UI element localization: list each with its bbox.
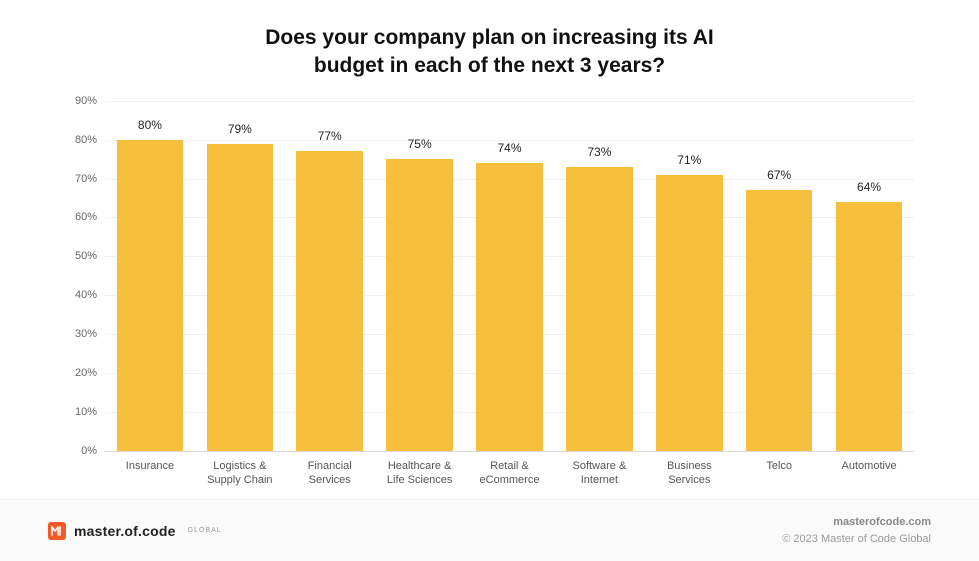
chart-title-line2: budget in each of the next 3 years? [314, 54, 665, 77]
plot: 0%10%20%30%40%50%60%70%80%90%80%79%77%75… [105, 101, 914, 451]
x-axis-label: Automotive [824, 459, 914, 488]
bar-value-label: 64% [857, 180, 881, 194]
gridline [105, 451, 914, 452]
brand-subtext: GLOBAL [188, 527, 222, 534]
y-axis-label: 40% [75, 289, 105, 301]
y-axis-label: 0% [81, 445, 105, 457]
y-axis-label: 50% [75, 250, 105, 262]
y-axis-label: 70% [75, 173, 105, 185]
y-axis-label: 90% [75, 95, 105, 107]
brand: master.of.code GLOBAL [48, 522, 222, 540]
x-axis-label: Telco [734, 459, 824, 488]
bar-value-label: 73% [587, 145, 611, 159]
bar-slot: 67% [734, 101, 824, 451]
y-axis-label: 10% [75, 406, 105, 418]
attribution-site: masterofcode.com [782, 514, 931, 531]
bar-value-label: 80% [138, 118, 162, 132]
bar-value-label: 79% [228, 122, 252, 136]
bar-slot: 80% [105, 101, 195, 451]
chart-title: Does your company plan on increasing its… [0, 24, 979, 81]
bar-value-label: 71% [677, 153, 701, 167]
brand-logo-icon [48, 522, 66, 540]
bar-slot: 75% [375, 101, 465, 451]
bars-layer: 80% 79% 77% 75% 74% 73% 71% 67% 64% [105, 101, 914, 451]
bar: 75% [386, 159, 453, 451]
brand-text: master.of.code [74, 523, 176, 539]
bar-slot: 73% [554, 101, 644, 451]
bar: 67% [746, 190, 813, 451]
bar: 64% [836, 202, 903, 451]
attribution: masterofcode.com © 2023 Master of Code G… [782, 514, 931, 547]
x-labels: InsuranceLogistics &Supply ChainFinancia… [105, 459, 914, 488]
bar: 73% [566, 167, 633, 451]
x-axis-label: Insurance [105, 459, 195, 488]
bar-slot: 77% [285, 101, 375, 451]
bar-slot: 79% [195, 101, 285, 451]
y-axis-label: 30% [75, 328, 105, 340]
bar: 71% [656, 175, 723, 451]
x-axis-label: Software &Internet [554, 459, 644, 488]
chart-plot-area: 0%10%20%30%40%50%60%70%80%90%80%79%77%75… [105, 101, 914, 451]
x-axis-label: Retail &eCommerce [465, 459, 555, 488]
bar-slot: 74% [465, 101, 555, 451]
bar-value-label: 77% [318, 129, 342, 143]
x-axis-label: Healthcare &Life Sciences [375, 459, 465, 488]
page-root: Does your company plan on increasing its… [0, 0, 979, 561]
bar: 79% [207, 144, 274, 451]
chart-container: 0% 10% 20% 30% 40% 50% 60% 70% 80% 90% 80% 79% 77% 75… [50, 91, 929, 499]
attribution-copyright: © 2023 Master of Code Global [782, 531, 931, 548]
bar-slot: 64% [824, 101, 914, 451]
x-axis-label: BusinessServices [644, 459, 734, 488]
y-axis-label: 80% [75, 134, 105, 146]
bar: 74% [476, 163, 543, 451]
bar-value-label: 67% [767, 168, 791, 182]
x-axis-label: Logistics &Supply Chain [195, 459, 285, 488]
x-axis-label: FinancialServices [285, 459, 375, 488]
bar-slot: 71% [644, 101, 734, 451]
bar-value-label: 74% [497, 141, 521, 155]
bar: 77% [296, 151, 363, 451]
bar: 80% [117, 140, 184, 451]
y-axis-label: 60% [75, 211, 105, 223]
footer: master.of.code GLOBAL masterofcode.com ©… [0, 499, 979, 561]
bar-value-label: 75% [408, 137, 432, 151]
chart-title-line1: Does your company plan on increasing its… [265, 26, 714, 49]
y-axis-label: 20% [75, 367, 105, 379]
